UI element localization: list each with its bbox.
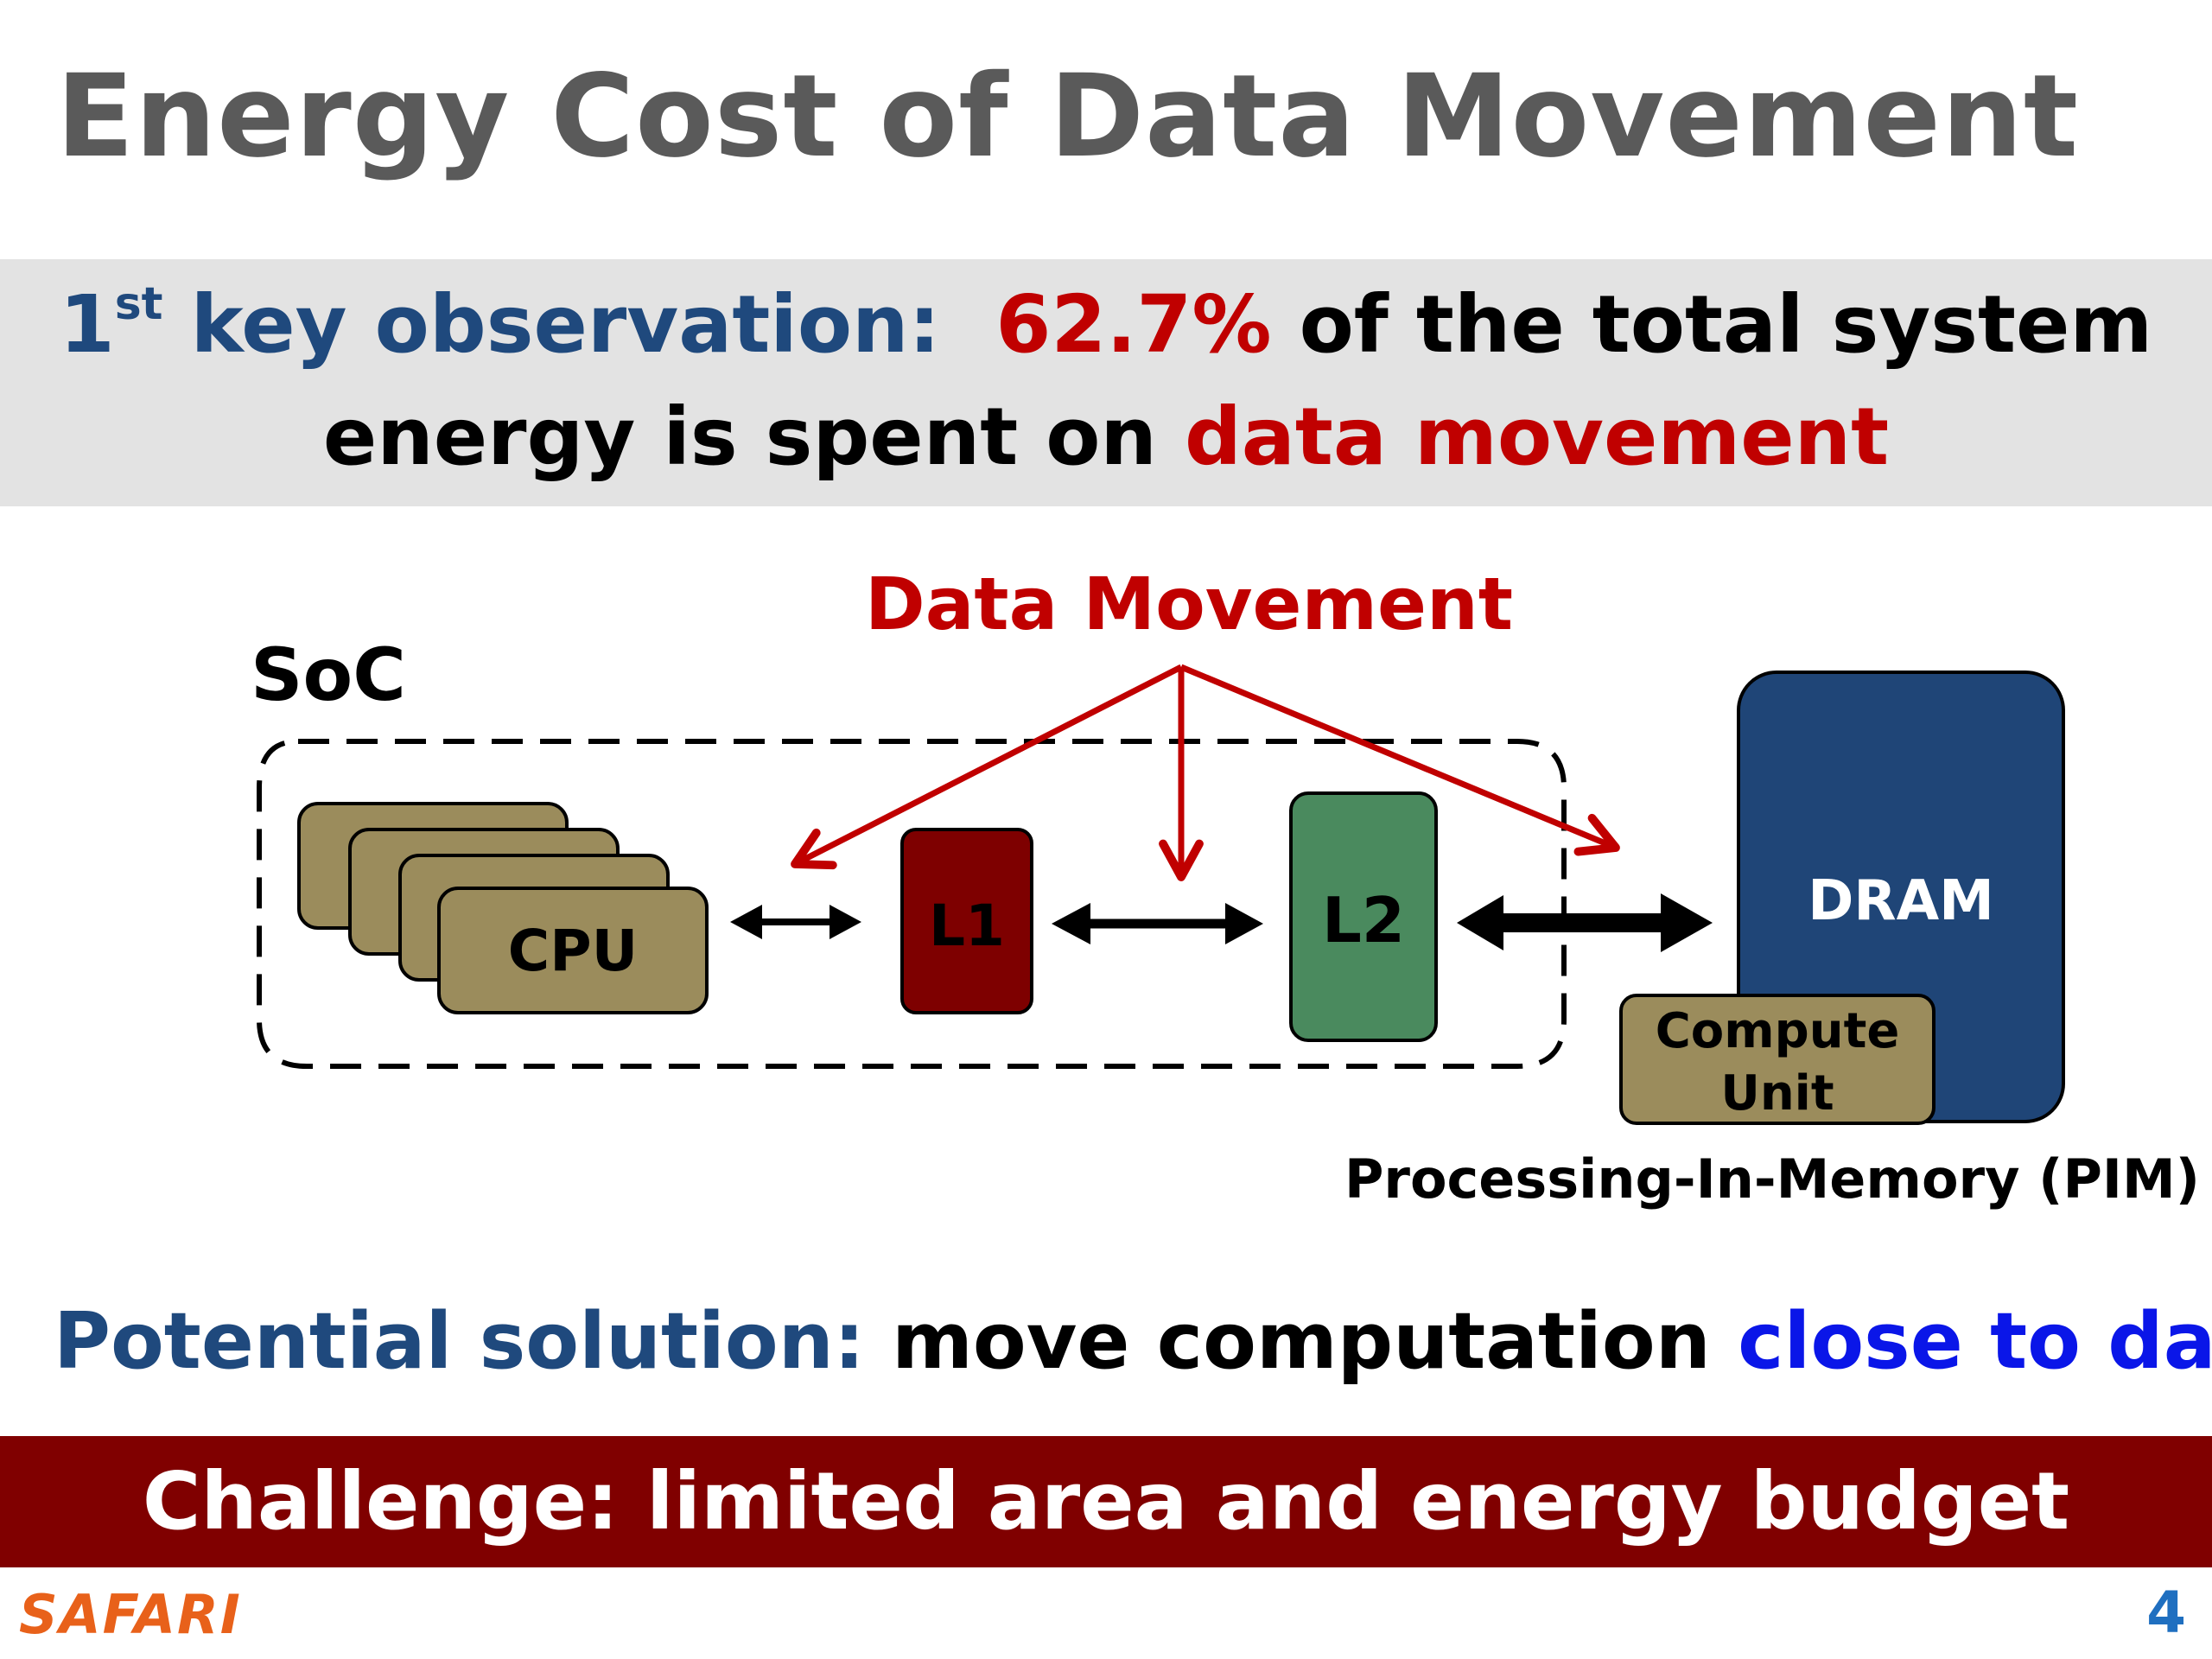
observation-ordinal: 1 xyxy=(59,278,115,371)
challenge-text: Challenge: limited area and energy budge… xyxy=(142,1455,2070,1548)
slide-title: Energy Cost of Data Movement xyxy=(56,50,2080,183)
l1-label: L1 xyxy=(929,893,1005,959)
soc-label: SoC xyxy=(251,632,406,717)
solution-highlight: close to data xyxy=(1738,1296,2212,1387)
compute-unit-label-line1: Compute xyxy=(1656,1003,1900,1059)
data-movement-arrow-to-l2-dram xyxy=(1179,664,1620,856)
l1-cache xyxy=(900,828,1033,1014)
observation-line-1: 1st key observation: 62.7% of the total … xyxy=(0,278,2212,371)
observation-band: 1st key observation: 62.7% of the total … xyxy=(0,259,2212,506)
observation-line-2: energy is spent on data movement xyxy=(0,391,2212,483)
solution-text: move computation xyxy=(892,1296,1711,1387)
l2-dram-arrow xyxy=(1457,893,1713,952)
l2-label: L2 xyxy=(1322,884,1405,957)
safari-logo: SAFARI xyxy=(19,1583,242,1646)
compute-unit xyxy=(1619,994,1936,1125)
solution-label: Potential solution: xyxy=(54,1296,865,1387)
data-movement-arrows xyxy=(791,664,1620,881)
compute-unit-label-line2: Unit xyxy=(1720,1065,1834,1122)
observation-ordinal-suffix: st xyxy=(114,278,163,330)
challenge-band: Challenge: limited area and energy budge… xyxy=(0,1436,2212,1567)
data-movement-label: Data Movement xyxy=(865,562,1513,646)
data-movement-arrow-to-cpu-l1 xyxy=(791,664,1183,870)
potential-solution: Potential solution: move computation clo… xyxy=(54,1296,2212,1387)
dram-label: DRAM xyxy=(1808,869,1994,933)
cpu-stack: CPU xyxy=(297,802,709,1014)
pim-label: Processing-In-Memory (PIM) xyxy=(1344,1147,2200,1211)
l2-cache xyxy=(1289,791,1438,1042)
cpu-l1-arrow xyxy=(730,905,861,939)
observation-percent: 62.7% xyxy=(995,278,1272,371)
soc-boundary xyxy=(257,739,1567,1069)
cpu-core-1 xyxy=(437,887,709,1014)
observation-line2-highlight: data movement xyxy=(1184,391,1890,483)
data-movement-diagram: Data Movement SoC CPU L1 L2 DRAM Compute xyxy=(251,562,2200,1211)
observation-line1-rest: of the total system xyxy=(1299,278,2153,371)
l1-l2-arrow xyxy=(1052,903,1263,944)
observation-line2-prefix: energy is spent on xyxy=(322,391,1157,483)
slide-number: 4 xyxy=(2146,1580,2186,1646)
observation-label: key observation: xyxy=(190,278,941,371)
cpu-label: CPU xyxy=(508,918,638,984)
